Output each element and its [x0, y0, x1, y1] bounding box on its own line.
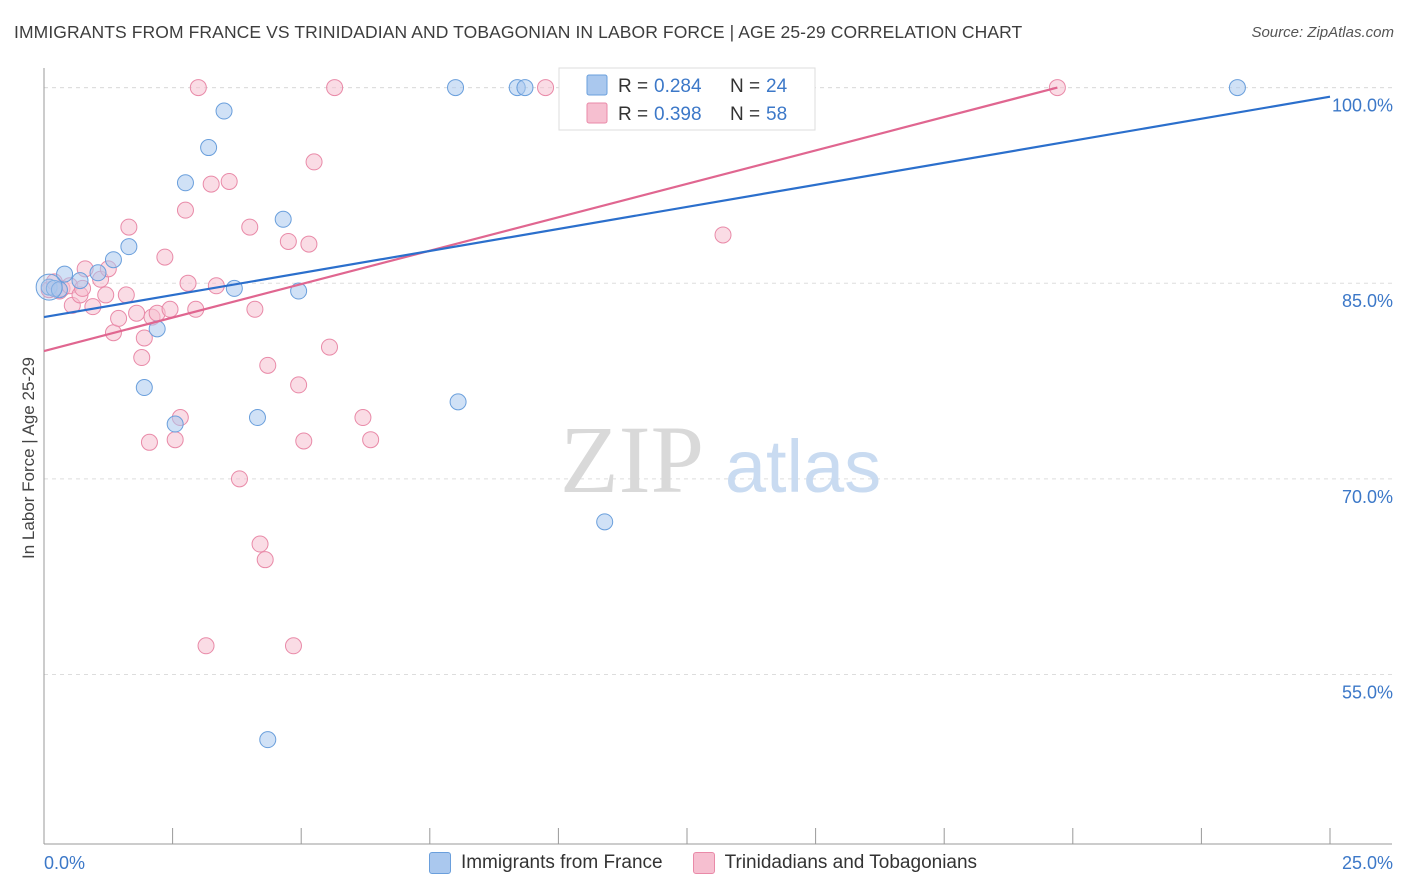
- x-tick-label-min: 0.0%: [44, 853, 85, 873]
- legend-r-label-pink: R =: [618, 104, 648, 125]
- point-trinidadians: [133, 349, 151, 367]
- point-france: [290, 282, 308, 300]
- source-label: Source: ZipAtlas.com: [1251, 24, 1394, 41]
- legend-n-value-pink: 58: [766, 104, 787, 125]
- legend-r-label-blue: R =: [618, 76, 648, 97]
- point-france: [596, 513, 614, 531]
- point-france: [166, 415, 184, 433]
- point-trinidadians: [128, 304, 146, 322]
- point-trinidadians: [326, 79, 344, 97]
- y-tick-label: 70.0%: [1342, 487, 1393, 507]
- point-trinidadians: [156, 248, 174, 266]
- trend-lines: [43, 86, 1331, 353]
- legend-label-trinidadians: Trinidadians and Tobagonians: [724, 852, 978, 873]
- point-france: [1228, 79, 1246, 97]
- series-france-points: [35, 79, 1246, 749]
- point-trinidadians: [197, 637, 215, 655]
- point-france: [104, 251, 122, 269]
- series-trinidadians-points: [40, 79, 1066, 655]
- point-trinidadians: [179, 274, 197, 292]
- point-france: [50, 281, 68, 299]
- point-trinidadians: [97, 286, 115, 304]
- point-trinidadians: [537, 79, 555, 97]
- point-france: [176, 174, 194, 192]
- stats-legend: R = 0.284 N = 24 R = 0.398 N = 58: [558, 67, 816, 131]
- point-france: [259, 731, 277, 749]
- legend-swatch-pink: [586, 102, 608, 124]
- legend-n-label-blue: N =: [730, 76, 760, 97]
- point-france: [120, 238, 138, 256]
- point-trinidadians: [241, 218, 259, 236]
- point-france: [135, 379, 153, 397]
- point-france: [56, 265, 74, 283]
- legend-label-france: Immigrants from France: [460, 852, 663, 873]
- point-trinidadians: [279, 232, 297, 250]
- legend-n-value-blue: 24: [766, 76, 788, 97]
- point-trinidadians: [117, 286, 135, 304]
- point-france: [200, 139, 218, 157]
- point-france-cluster: [35, 273, 63, 301]
- point-trinidadians: [362, 431, 380, 449]
- watermark-atlas: atlas: [725, 425, 881, 508]
- x-tick-label-max: 25.0%: [1342, 853, 1393, 873]
- legend-n-label-pink: N =: [730, 104, 760, 125]
- legend-item-trinidadians: Trinidadians and Tobagonians: [692, 852, 978, 874]
- point-france: [215, 102, 233, 120]
- point-france: [248, 409, 266, 427]
- series-legend: Immigrants from France Trinidadians and …: [0, 852, 1406, 874]
- point-trinidadians: [161, 300, 179, 318]
- point-trinidadians: [202, 175, 220, 193]
- chart-title: IMMIGRANTS FROM FRANCE VS TRINIDADIAN AN…: [14, 22, 1023, 42]
- legend-swatch-trinidadians: [692, 852, 715, 874]
- legend-r-value-pink: 0.398: [654, 104, 702, 125]
- point-trinidadians: [256, 551, 274, 569]
- point-trinidadians: [290, 376, 308, 394]
- watermark-zip: ZIP: [560, 406, 704, 513]
- point-trinidadians: [284, 637, 302, 655]
- point-trinidadians: [220, 172, 238, 190]
- tick-labels: 55.0% 70.0% 85.0% 100.0% 0.0% 25.0%: [44, 96, 1393, 873]
- y-tick-label: 55.0%: [1342, 682, 1393, 702]
- point-france: [274, 210, 292, 228]
- point-france: [71, 272, 89, 290]
- point-trinidadians: [259, 356, 277, 374]
- point-trinidadians: [140, 433, 158, 451]
- point-trinidadians: [176, 201, 194, 219]
- y-tick-label: 85.0%: [1342, 291, 1393, 311]
- legend-item-france: Immigrants from France: [428, 852, 663, 874]
- point-trinidadians: [300, 235, 318, 253]
- point-trinidadians: [295, 432, 313, 450]
- point-trinidadians: [246, 300, 264, 318]
- point-trinidadians: [251, 535, 269, 553]
- legend-swatch-blue: [586, 74, 608, 96]
- point-france: [89, 264, 107, 282]
- point-france: [516, 79, 534, 97]
- point-trinidadians: [135, 329, 153, 347]
- point-france: [449, 393, 467, 411]
- point-trinidadians: [305, 153, 323, 171]
- axes: [43, 68, 1392, 845]
- point-trinidadians: [110, 309, 128, 327]
- legend-r-value-blue: 0.284: [654, 76, 702, 97]
- point-trinidadians: [120, 218, 138, 236]
- point-trinidadians: [166, 431, 184, 449]
- point-trinidadians: [714, 226, 732, 244]
- point-trinidadians: [354, 409, 372, 427]
- point-trinidadians: [189, 79, 207, 97]
- point-france: [447, 79, 465, 97]
- trend-line-trinidadians: [43, 86, 1058, 353]
- y-tick-label: 100.0%: [1332, 96, 1393, 116]
- y-axis-label: In Labor Force | Age 25-29: [19, 357, 38, 559]
- point-trinidadians: [320, 338, 338, 356]
- legend-swatch-france: [428, 852, 451, 874]
- trend-line-france: [43, 95, 1331, 319]
- point-trinidadians: [230, 470, 248, 488]
